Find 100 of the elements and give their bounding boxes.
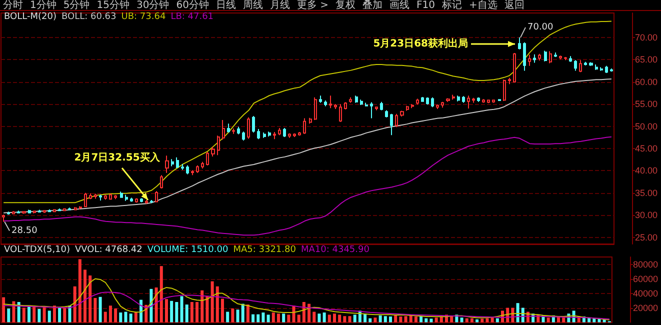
bar [185,304,188,322]
candlestick [498,98,501,102]
bar [460,318,464,322]
candlestick [314,96,317,121]
candlestick [600,66,603,72]
bar [440,316,443,322]
bar [450,316,454,322]
bar [394,315,398,322]
bar [562,318,566,322]
chart-title: VOL-TDX(5,10) [4,245,70,255]
line-series [3,278,610,320]
candlestick [68,207,71,211]
candlestick [135,198,138,204]
candlestick [528,54,531,66]
bar [48,310,51,322]
candlestick [452,94,455,100]
candlestick [610,68,613,72]
candlestick [7,211,10,216]
bar [84,270,87,322]
bar [114,308,118,322]
y-tick-label: 25.00 [635,232,658,242]
text: 日线 [216,0,236,11]
text: 周线 [242,0,263,11]
candlestick [125,194,128,202]
candlestick [227,123,230,133]
bar [592,318,596,322]
bar [231,308,234,322]
candlestick [426,96,429,106]
bar [154,287,158,322]
candlestick [421,96,424,102]
candlestick [436,104,439,110]
bar [2,297,6,322]
series-label: VOLUME: 1510.00 [147,245,228,255]
y-tick-label: 60.00 [635,76,658,87]
candlestick [155,190,158,203]
text: +自选 [469,0,498,11]
candlestick [206,152,209,166]
candlestick [513,52,516,83]
candlestick [595,64,598,70]
bar [378,315,382,322]
candlestick [457,95,460,102]
candlestick [22,210,26,214]
candlestick [533,54,536,64]
bar [328,314,331,322]
bar [134,312,138,322]
candlestick [268,131,271,137]
bar [94,298,97,322]
candlestick [186,164,189,175]
candlestick [559,55,562,60]
y-tick-label: 80000 [632,259,658,270]
bar [302,302,306,322]
bar [338,314,342,322]
candlestick [303,118,306,134]
candlestick [406,105,409,112]
y-tick-label: 45.00 [635,143,658,154]
text: 月线 [270,0,290,11]
candlestick [518,36,521,50]
candlestick [38,209,41,213]
bar [160,266,163,322]
candlestick [94,193,97,200]
bar [287,314,290,322]
candlestick [109,193,112,200]
candlestick [431,96,434,108]
bar [276,314,280,322]
candlestick [446,98,450,102]
bar [196,302,199,322]
candlestick [74,206,77,211]
bar [129,314,132,322]
candlestick [589,62,593,66]
bar [343,316,346,322]
bar [216,286,219,322]
bar [256,314,260,322]
text: MA5: 3321.80 [233,245,296,255]
text: 更多 > [296,0,329,11]
bar [414,316,418,322]
bar [424,318,428,322]
candlestick [416,98,419,106]
text: 返回 [504,0,524,11]
candlestick [165,155,169,174]
bar [399,316,402,322]
text: 分时 [3,0,23,11]
bar [241,304,244,322]
candlestick [411,104,414,109]
bar [348,316,352,322]
candlestick [564,56,567,61]
candlestick [288,132,291,138]
bar [206,296,209,322]
candlestick [400,110,404,118]
bar [17,302,20,322]
bar [52,306,56,322]
candlestick [278,128,281,136]
candlestick [385,110,388,118]
candlestick [380,101,383,111]
candlestick [544,50,547,62]
bar [38,308,41,322]
bar [220,298,224,322]
bar [266,314,270,322]
bar [282,314,286,322]
text: 叠加 [362,0,383,11]
candlestick [467,95,470,110]
